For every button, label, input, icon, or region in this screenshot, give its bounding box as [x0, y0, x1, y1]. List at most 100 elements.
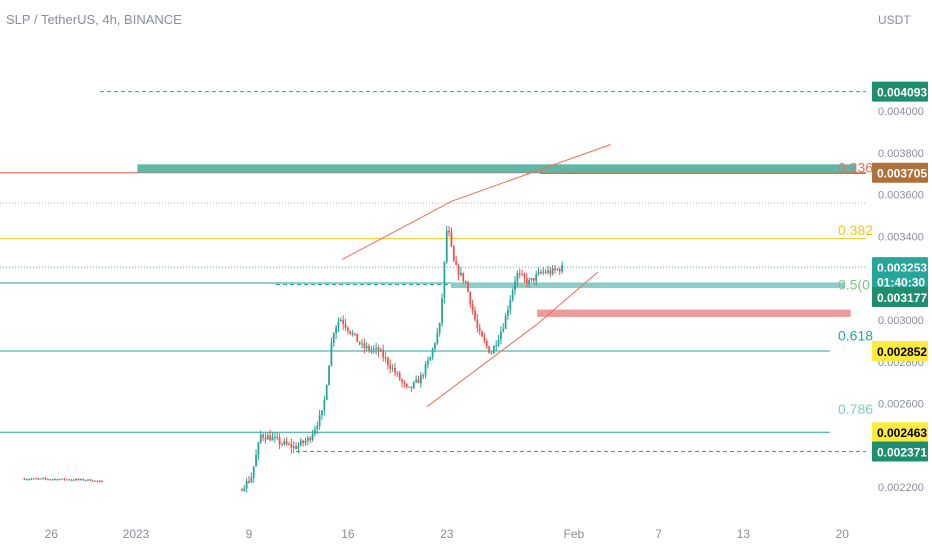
- candle-body: [65, 479, 68, 481]
- candle-body: [443, 261, 446, 299]
- candle-body: [84, 480, 87, 482]
- candle-body: [481, 331, 483, 337]
- candle-body: [25, 479, 28, 481]
- candle-body: [478, 328, 481, 332]
- candle-body: [332, 333, 335, 344]
- candle-body: [98, 481, 101, 483]
- support-zone: [450, 282, 846, 289]
- y-tick-label: 0.004000: [878, 106, 924, 118]
- candle-body: [80, 479, 82, 481]
- candle-body: [70, 479, 73, 481]
- candle-body: [532, 278, 535, 281]
- candle-body: [558, 269, 561, 272]
- candle-body: [457, 265, 460, 276]
- candle-body: [245, 480, 248, 489]
- candle-body: [304, 440, 307, 443]
- demand-zone: [537, 309, 851, 317]
- candle-body: [330, 343, 333, 366]
- candle-body: [257, 442, 260, 455]
- candle-body: [47, 478, 49, 480]
- candle-body: [467, 281, 469, 292]
- candle-body: [511, 290, 514, 301]
- price-label: 0.003177: [877, 291, 927, 305]
- candle-body: [492, 345, 495, 354]
- price-label-bg: [872, 340, 928, 361]
- candle-body: [356, 333, 359, 342]
- candle-body: [68, 479, 71, 481]
- price-label-bg: [872, 441, 928, 462]
- candle-body: [42, 478, 45, 480]
- price-label-bg: [872, 162, 928, 183]
- price-label: 0.002852: [877, 345, 927, 359]
- candle-body: [499, 331, 502, 340]
- candle-body: [518, 273, 521, 275]
- candle-body: [346, 327, 349, 332]
- candle-body: [363, 343, 366, 349]
- x-tick-label: 26: [45, 527, 59, 541]
- candle-body: [452, 245, 455, 262]
- candle-body: [398, 373, 401, 380]
- fib-label-2: 0.5(0: [838, 276, 870, 292]
- candle-body: [285, 441, 288, 444]
- candle-body: [243, 488, 246, 491]
- candle-body: [561, 265, 564, 272]
- price-axis[interactable]: USDT 0.004000 0.003800 0.003600 0.003400 0.0…: [878, 13, 924, 494]
- candle-body: [248, 480, 250, 483]
- candle-body: [540, 271, 542, 273]
- candle-body: [311, 434, 314, 440]
- candle-body: [438, 322, 441, 333]
- candle-body: [269, 435, 272, 441]
- candle-body: [361, 343, 363, 345]
- candle-body: [455, 261, 458, 266]
- price-labels: 0.0040930.0037050.00325301:40:300.003177…: [872, 81, 928, 462]
- x-tick-label: 16: [341, 527, 355, 541]
- price-label-bg: [872, 422, 928, 443]
- candle-body: [75, 479, 78, 481]
- candle-body: [523, 274, 526, 278]
- candle-body: [521, 273, 523, 275]
- candle-body: [250, 477, 253, 483]
- candle-body: [408, 386, 410, 388]
- y-tick-label: 0.003400: [878, 231, 924, 243]
- candle-body: [504, 315, 507, 329]
- candle-body: [28, 479, 31, 481]
- fib-label-3: 0.618: [838, 328, 873, 344]
- candle-body: [314, 429, 316, 435]
- candle-body: [241, 489, 243, 491]
- candle-body: [94, 480, 96, 482]
- candle-body: [349, 331, 352, 334]
- candle-body: [368, 346, 370, 350]
- candle-body: [502, 328, 505, 332]
- candle-body: [342, 319, 345, 325]
- candle-body: [323, 399, 326, 411]
- candle-body: [266, 435, 269, 440]
- fib-label-0: 0.236: [838, 159, 873, 175]
- chart-title: SLP / TetherUS, 4h, BINANCE: [6, 12, 182, 27]
- candle-body: [306, 437, 309, 441]
- candle-body: [339, 319, 342, 322]
- candle-body: [91, 480, 94, 482]
- candle-body: [328, 365, 330, 386]
- candle-body: [89, 479, 92, 481]
- candle-body: [87, 479, 89, 481]
- candle-body: [276, 436, 279, 438]
- price-label: 0.004093: [877, 86, 927, 100]
- candle-body: [462, 272, 465, 282]
- fib-label-4: 0.786: [838, 401, 873, 417]
- candle-body: [389, 364, 392, 369]
- x-tick-label: 2023: [123, 527, 150, 541]
- candles: [23, 225, 564, 493]
- candle-body: [410, 386, 413, 389]
- candle-body: [382, 349, 385, 358]
- candle-body: [551, 268, 554, 274]
- candle-body: [514, 281, 516, 291]
- candle-body: [415, 379, 418, 383]
- candle-body: [401, 379, 403, 383]
- time-axis[interactable]: 26 2023 9 16 23 Feb 7 13 20: [45, 527, 850, 541]
- candle-body: [321, 410, 323, 416]
- candle-body: [375, 347, 378, 349]
- candle-body: [436, 332, 439, 344]
- candle-body: [434, 343, 436, 349]
- x-tick-label: 9: [246, 527, 253, 541]
